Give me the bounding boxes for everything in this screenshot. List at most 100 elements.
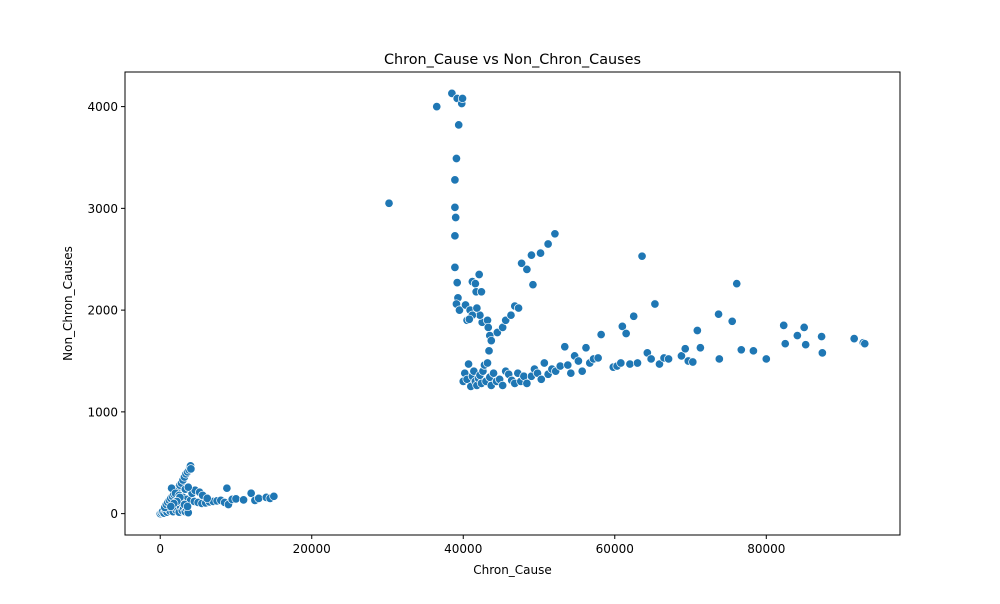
data-point <box>650 299 660 309</box>
data-point <box>860 339 870 349</box>
data-point <box>222 483 232 493</box>
data-point <box>472 303 482 313</box>
x-axis-ticks: 0 20000 40000 60000 80000 <box>156 535 785 556</box>
data-point <box>166 501 176 512</box>
x-tick-label: 60000 <box>596 542 634 556</box>
data-point <box>451 212 461 223</box>
data-point <box>566 368 576 378</box>
data-point <box>577 366 587 376</box>
data-point <box>761 354 771 364</box>
data-point <box>676 351 686 361</box>
data-point <box>654 359 665 369</box>
data-point <box>202 493 212 503</box>
data-point <box>543 239 553 249</box>
data-point <box>849 334 859 344</box>
x-tick-label: 20000 <box>293 542 331 556</box>
data-point <box>617 321 627 331</box>
x-axis-label: Chron_Cause <box>473 563 552 577</box>
data-point <box>457 93 468 104</box>
data-point <box>596 329 606 340</box>
data-point <box>450 175 460 185</box>
data-point <box>450 231 460 241</box>
data-point <box>621 328 631 339</box>
data-point <box>246 488 256 498</box>
data-point <box>450 262 460 272</box>
data-point <box>452 278 462 288</box>
x-tick-label: 40000 <box>444 542 482 556</box>
data-point <box>664 354 674 364</box>
data-point <box>498 380 508 390</box>
data-point <box>489 368 499 378</box>
data-point <box>522 264 532 274</box>
data-point <box>550 229 560 239</box>
y-axis-label: Non_Chron_Causes <box>61 246 75 361</box>
data-point <box>573 356 583 366</box>
points-layer <box>155 88 870 519</box>
data-point <box>254 493 264 503</box>
y-tick-label: 2000 <box>87 304 118 318</box>
data-point <box>528 280 538 290</box>
data-point <box>239 495 249 505</box>
data-point <box>593 353 603 363</box>
data-point <box>727 316 737 326</box>
data-point <box>476 287 486 297</box>
data-point <box>736 345 746 355</box>
data-point <box>526 250 536 260</box>
data-point <box>646 354 656 364</box>
data-point <box>688 357 698 367</box>
data-point <box>780 339 790 349</box>
data-point <box>486 336 496 346</box>
data-point <box>450 202 460 212</box>
data-point <box>680 344 690 354</box>
data-point <box>625 359 635 369</box>
data-point <box>714 309 724 319</box>
plot-area-frame <box>124 71 901 536</box>
y-tick-label: 3000 <box>87 202 118 216</box>
data-point <box>560 342 570 352</box>
data-point <box>514 303 524 313</box>
data-point <box>183 482 193 492</box>
data-point <box>432 102 442 112</box>
data-point <box>692 325 702 336</box>
data-point <box>522 378 532 388</box>
data-point <box>470 279 480 289</box>
data-point <box>454 120 464 130</box>
data-point <box>581 343 591 353</box>
data-point <box>563 360 573 370</box>
data-point <box>801 340 811 350</box>
data-point <box>474 269 484 280</box>
data-point <box>555 361 565 371</box>
data-point <box>483 322 493 332</box>
data-point <box>629 311 639 321</box>
data-point <box>779 320 789 330</box>
data-point <box>792 330 802 341</box>
data-point <box>451 153 461 164</box>
data-point <box>539 358 549 368</box>
data-point <box>517 258 527 268</box>
chart-title: Chron_Cause vs Non_Chron_Causes <box>384 52 641 68</box>
data-point <box>799 322 809 332</box>
data-point <box>384 198 394 208</box>
data-point <box>637 251 647 261</box>
data-point <box>632 358 643 368</box>
y-tick-label: 0 <box>110 507 118 521</box>
data-point <box>464 314 474 324</box>
data-point <box>506 310 516 320</box>
data-point <box>748 346 758 356</box>
data-point <box>616 358 626 368</box>
data-point <box>536 374 546 384</box>
x-tick-label: 80000 <box>747 542 785 556</box>
data-point <box>186 464 196 474</box>
x-tick-label: 0 <box>156 542 164 556</box>
data-point <box>231 494 241 504</box>
data-point <box>454 305 465 315</box>
data-point <box>732 279 742 289</box>
data-point <box>182 501 193 512</box>
data-point <box>817 348 827 358</box>
data-point <box>484 346 494 356</box>
data-point <box>269 491 279 501</box>
data-point <box>695 343 705 353</box>
